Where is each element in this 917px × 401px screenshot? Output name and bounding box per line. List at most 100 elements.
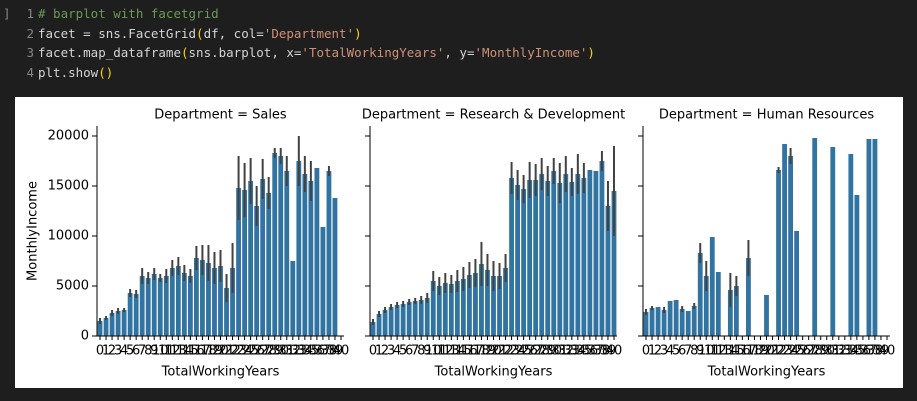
bar [370, 322, 376, 336]
bar [260, 179, 266, 336]
x-tick-label: 20 [485, 344, 502, 359]
chart: Department = Sales TotalWorkingYears Month… [26, 108, 896, 380]
bar [509, 178, 514, 336]
bar [703, 276, 709, 336]
bar [685, 311, 691, 336]
code-line: plt.show() [38, 64, 114, 80]
x-tick-label: 20 [758, 344, 775, 359]
x-tick-label: 3 [660, 344, 668, 359]
bar [503, 268, 508, 336]
x-tick-label: 9 [423, 344, 431, 359]
x-tick-label: 36 [309, 344, 326, 359]
bar [382, 310, 388, 336]
x-tick-label: 23 [230, 344, 247, 359]
x-tick-label: 0 [642, 344, 650, 359]
x-tick-label: 0 [369, 344, 377, 359]
bar [848, 154, 854, 336]
x-tick-label: 3 [114, 344, 122, 359]
bar [521, 189, 527, 336]
bar [485, 270, 490, 336]
x-tick-label: 18 [473, 344, 490, 359]
bar [733, 286, 739, 336]
bar [193, 258, 199, 336]
bar [551, 171, 557, 336]
x-tick-label: 32 [831, 344, 848, 359]
bar [400, 304, 406, 336]
code-line: facet.map_dataframe(sns.barplot, x='Tota… [38, 45, 595, 60]
x-tick-label: 39 [600, 344, 617, 359]
x-tick-label: 30 [545, 344, 562, 359]
bar [479, 264, 484, 336]
x-tick-label: 30 [272, 344, 289, 359]
x-tick-label: 9 [696, 344, 704, 359]
bar [212, 268, 217, 336]
bar [655, 307, 661, 336]
x-tick-label: 28 [806, 344, 823, 359]
bar [224, 288, 229, 336]
bar [587, 170, 593, 336]
x-tick-label: 16 [461, 344, 478, 359]
x-tick-label: 33 [291, 344, 308, 359]
bar [121, 310, 127, 336]
x-tick-label: 14 [449, 344, 466, 359]
x-tick-label: 6 [405, 344, 413, 359]
x-tick-label: 13 [443, 344, 460, 359]
bar [727, 290, 733, 336]
bar [764, 295, 769, 336]
x-tick-label: 15 [182, 344, 199, 359]
bar [460, 279, 466, 336]
x-tick-label: 7 [684, 344, 692, 359]
bar [424, 298, 430, 336]
x-tick-label: 33 [837, 344, 854, 359]
bar [473, 273, 478, 336]
x-tick-label: 18 [200, 344, 217, 359]
x-tick-label: 3 [387, 344, 395, 359]
bar [746, 258, 751, 336]
bar [133, 294, 139, 336]
y-tick-label: 15000 [48, 179, 89, 194]
x-tick-label: 40 [879, 344, 896, 359]
x-tick-label: 19 [479, 344, 496, 359]
x-tick-label: 12 [164, 344, 181, 359]
x-tick-label: 27 [527, 344, 544, 359]
x-tick-label: 2 [381, 344, 389, 359]
x-tick-label: 38 [594, 344, 611, 359]
x-tick-label: 37 [315, 344, 332, 359]
x-tick-label: 16 [734, 344, 751, 359]
panel-title: Department = Human Resources [659, 108, 874, 123]
x-tick-label: 21 [218, 344, 235, 359]
bar [557, 183, 563, 336]
x-tick-label: 7 [411, 344, 419, 359]
x-tick-label: 18 [746, 344, 763, 359]
x-tick-label: 1 [102, 344, 110, 359]
x-tick-label: 13 [716, 344, 733, 359]
x-tick-label: 33 [564, 344, 581, 359]
x-tick-label: 1 [648, 344, 656, 359]
x-tick-label: 8 [690, 344, 698, 359]
bar [533, 180, 539, 336]
x-tick-label: 24 [236, 344, 253, 359]
line-number: 3 [26, 45, 34, 60]
x-tick-label: 9 [150, 344, 158, 359]
y-axis-label: MonthlyIncome [26, 181, 41, 281]
output-area: Department = Sales TotalWorkingYears Month… [15, 97, 903, 388]
x-tick-label: 26 [794, 344, 811, 359]
x-tick-label: 5 [399, 344, 407, 359]
code-line: facet = sns.FacetGrid(df, col='Departmen… [38, 25, 362, 41]
x-tick-label: 38 [321, 344, 338, 359]
bar [599, 161, 605, 336]
code-cell: ] 1 # barplot with facetgrid 2 facet = sns.… [0, 0, 917, 90]
bar [649, 308, 655, 336]
bar [169, 268, 175, 336]
bar [151, 274, 157, 336]
bar [296, 161, 302, 336]
x-tick-label: 40 [606, 344, 623, 359]
bar [302, 174, 308, 336]
bar [442, 283, 448, 336]
panel-title: Department = Sales [154, 108, 287, 123]
x-tick-label: 36 [855, 344, 872, 359]
x-tick-label: 5 [672, 344, 680, 359]
y-tick-label: 10000 [48, 229, 89, 244]
x-tick-label: 6 [678, 344, 686, 359]
bar [715, 272, 721, 336]
